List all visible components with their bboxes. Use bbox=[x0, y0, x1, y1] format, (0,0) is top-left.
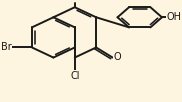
Text: Cl: Cl bbox=[70, 71, 80, 81]
Text: OH: OH bbox=[167, 12, 182, 22]
Text: O: O bbox=[113, 52, 121, 62]
Text: Br: Br bbox=[1, 42, 11, 52]
